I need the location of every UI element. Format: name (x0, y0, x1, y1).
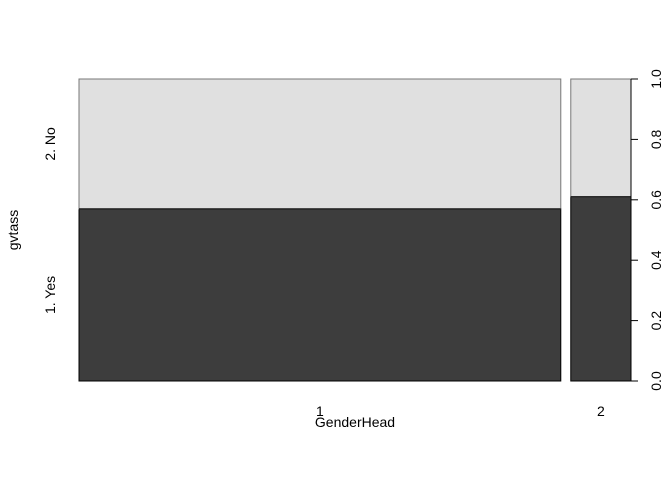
right-axis-tick-label: 0.6 (648, 190, 664, 210)
x-tick-label-2: 2 (597, 403, 605, 419)
bar-yes-1 (78, 208, 562, 382)
right-axis-tick-label: 0.2 (648, 311, 664, 331)
x-axis-label: GenderHead (315, 414, 395, 430)
y-category-yes: 1. Yes (42, 276, 58, 314)
y-axis-label: gvtass (5, 210, 21, 250)
right-axis-tick-label: 0.4 (648, 250, 664, 270)
x-tick-label-1: 1 (316, 403, 324, 419)
bar-no-1 (78, 78, 562, 210)
right-axis-tick-label: 1.0 (648, 69, 664, 89)
right-axis-tick-label: 0.8 (648, 129, 664, 149)
bar-no-2 (570, 78, 632, 198)
y-category-labels: 1. Yes 2. No (42, 127, 58, 314)
bars-group (78, 78, 632, 382)
right-axis: 0.0 0.2 0.4 0.6 0.8 1.0 (630, 69, 664, 391)
right-axis-tick-label: 0.0 (648, 371, 664, 391)
bar-yes-2 (570, 196, 632, 382)
y-category-no: 2. No (42, 127, 58, 161)
